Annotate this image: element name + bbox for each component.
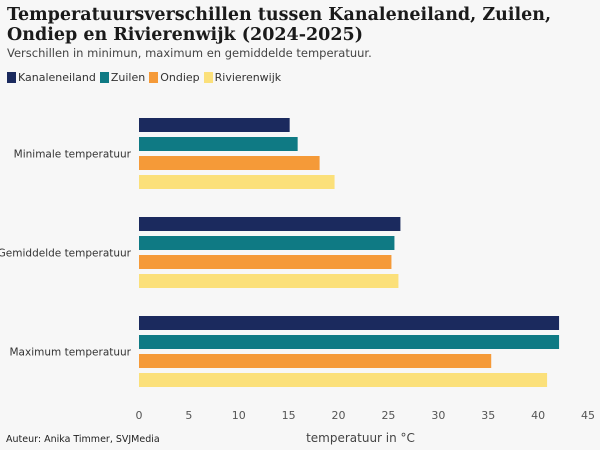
legend-label: Kanaleneiland [18, 71, 96, 84]
bar-kanaleneiland-2 [139, 217, 401, 231]
x-tick-label: 15 [282, 409, 296, 422]
x-tick-label: 10 [232, 409, 246, 422]
x-tick-label: 5 [185, 409, 192, 422]
legend-label: Rivierenwijk [214, 71, 282, 84]
chart-legend: Kanaleneiland Zuilen Ondiep Rivierenwijk [7, 71, 285, 84]
bar-ondiep-3 [139, 354, 492, 368]
bar-kanaleneiland-3 [139, 316, 560, 330]
chart-subtitle: Verschillen in minimun, maximum en gemid… [7, 46, 372, 60]
bar-zuilen-2 [139, 236, 395, 250]
bar-zuilen-1 [139, 137, 298, 151]
chart-title: Temperatuursverschillen tussen Kanalenei… [7, 5, 552, 45]
bar-ondiep-1 [139, 156, 320, 170]
x-tick-label: 30 [431, 409, 445, 422]
bar-rivierenwijk-1 [139, 175, 335, 189]
legend-swatch [99, 72, 109, 83]
legend-swatch [149, 72, 159, 83]
x-tick-label: 40 [531, 409, 545, 422]
legend-label: Zuilen [110, 71, 146, 84]
legend-item-ondiep: Ondiep [149, 71, 200, 84]
x-tick-label: 0 [136, 409, 143, 422]
legend-swatch [203, 72, 213, 83]
legend-item-zuilen: Zuilen [99, 71, 146, 84]
x-tick-label: 35 [481, 409, 495, 422]
author-credit: Auteur: Anika Timmer, SVJMedia [6, 434, 160, 445]
category-label: Gemiddelde temperatuur [0, 248, 132, 260]
legend-swatch [7, 72, 16, 83]
category-label: Minimale temperatuur [14, 149, 132, 161]
x-axis-title: temperatuur in °C [306, 431, 415, 445]
x-tick-label: 25 [381, 409, 395, 422]
bar-rivierenwijk-3 [139, 373, 548, 387]
x-tick-label: 20 [332, 409, 346, 422]
category-label: Maximum temperatuur [10, 347, 132, 359]
legend-label: Ondiep [160, 71, 200, 84]
bar-zuilen-3 [139, 335, 560, 349]
legend-item-rivierenwijk: Rivierenwijk [203, 71, 282, 84]
bar-kanaleneiland-1 [139, 118, 290, 132]
x-tick-label: 45 [581, 409, 595, 422]
bar-ondiep-2 [139, 255, 392, 269]
legend-item-kanaleneiland: Kanaleneiland [7, 71, 96, 84]
bar-rivierenwijk-2 [139, 274, 399, 288]
